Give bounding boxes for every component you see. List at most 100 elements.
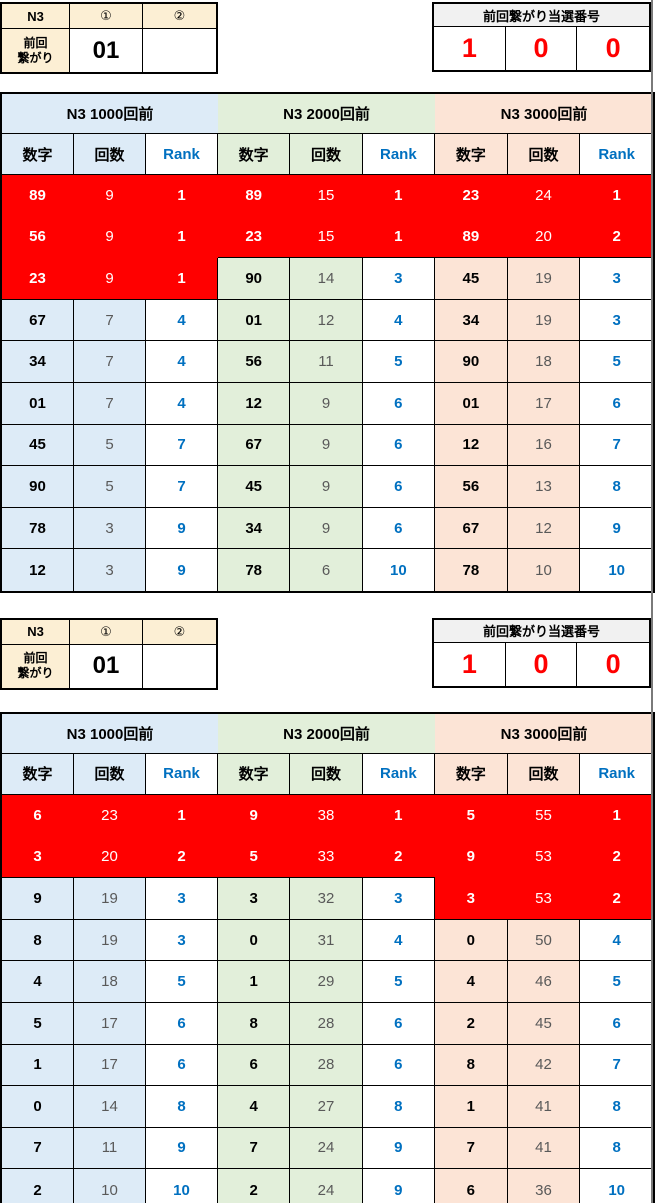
cell-num[interactable]: 45 — [435, 258, 508, 299]
cell-num[interactable]: 5 — [435, 794, 508, 836]
cell-count[interactable]: 7 — [74, 299, 146, 341]
cell-count[interactable]: 24 — [507, 175, 581, 216]
cell-count[interactable]: 12 — [290, 299, 363, 341]
cell-count[interactable]: 53 — [507, 878, 581, 919]
header-rank[interactable]: Rank — [146, 134, 218, 174]
circle2-header-cell[interactable]: ② — [143, 4, 216, 29]
cell-count[interactable]: 20 — [74, 836, 146, 878]
cell-num[interactable]: 9 — [218, 794, 291, 836]
circle2-header-cell[interactable]: ② — [143, 619, 216, 645]
cell-num[interactable]: 0 — [435, 919, 508, 961]
cell-rank[interactable]: 4 — [362, 299, 435, 341]
header-rank[interactable]: Rank — [580, 134, 653, 174]
cell-count[interactable]: 9 — [290, 507, 363, 549]
cell-count[interactable]: 45 — [507, 1002, 581, 1044]
cell-num[interactable]: 12 — [435, 424, 508, 466]
cell-num[interactable]: 9 — [2, 878, 74, 919]
cell-count[interactable]: 18 — [507, 341, 581, 382]
cell-rank[interactable]: 10 — [146, 1169, 218, 1203]
cell-num[interactable]: 56 — [435, 466, 508, 507]
cell-rank[interactable]: 7 — [580, 1044, 653, 1086]
cell-rank[interactable]: 5 — [146, 961, 218, 1002]
cell-rank[interactable]: 3 — [362, 878, 435, 919]
cell-rank[interactable]: 4 — [362, 919, 435, 961]
header-rank[interactable]: Rank — [146, 753, 218, 794]
previous-link-label-cell[interactable]: 前回 繋がり — [2, 644, 70, 688]
cell-count[interactable]: 20 — [507, 216, 581, 258]
cell-rank[interactable]: 5 — [580, 341, 653, 382]
winning-digit-1-cell[interactable]: 1 — [434, 642, 506, 686]
cell-rank[interactable]: 8 — [580, 1086, 653, 1127]
table-title[interactable]: N3 2000回前 — [218, 713, 436, 754]
cell-num[interactable]: 3 — [218, 878, 291, 919]
cell-rank[interactable]: 1 — [580, 175, 653, 216]
cell-count[interactable]: 5 — [74, 466, 146, 507]
cell-rank[interactable]: 2 — [580, 836, 653, 878]
cell-num[interactable]: 3 — [435, 878, 508, 919]
cell-count[interactable]: 9 — [74, 258, 146, 299]
cell-num[interactable]: 8 — [218, 1002, 291, 1044]
cell-count[interactable]: 15 — [290, 175, 363, 216]
cell-rank[interactable]: 8 — [146, 1086, 218, 1127]
cell-count[interactable]: 38 — [290, 794, 363, 836]
cell-num[interactable]: 01 — [218, 299, 291, 341]
cell-count[interactable]: 36 — [507, 1169, 581, 1203]
cell-rank[interactable]: 5 — [362, 961, 435, 1002]
cell-rank[interactable]: 10 — [580, 549, 653, 591]
header-count[interactable]: 回数 — [74, 134, 146, 174]
cell-count[interactable]: 7 — [74, 341, 146, 382]
cell-count[interactable]: 33 — [290, 836, 363, 878]
cell-rank[interactable]: 7 — [580, 424, 653, 466]
cell-rank[interactable]: 6 — [362, 382, 435, 424]
cell-rank[interactable]: 10 — [362, 549, 435, 591]
cell-count[interactable]: 9 — [290, 424, 363, 466]
cell-num[interactable]: 9 — [435, 836, 508, 878]
table-title[interactable]: N3 3000回前 — [435, 713, 653, 754]
cell-count[interactable]: 10 — [74, 1169, 146, 1203]
header-num[interactable]: 数字 — [435, 753, 508, 794]
cell-num[interactable]: 12 — [2, 549, 74, 591]
winning-digit-3-cell[interactable]: 0 — [605, 648, 621, 679]
cell-rank[interactable]: 4 — [146, 299, 218, 341]
cell-rank[interactable]: 6 — [362, 507, 435, 549]
cell-count[interactable]: 7 — [74, 382, 146, 424]
cell-num[interactable]: 2 — [435, 1002, 508, 1044]
cell-rank[interactable]: 2 — [580, 878, 653, 919]
cell-rank[interactable]: 5 — [362, 341, 435, 382]
previous-link-value1-cell[interactable]: 01 — [70, 644, 143, 688]
cell-rank[interactable]: 3 — [362, 258, 435, 299]
cell-rank[interactable]: 8 — [580, 466, 653, 507]
previous-link-value1-cell[interactable]: 01 — [70, 29, 143, 72]
winning-digit-3-cell[interactable]: 0 — [605, 33, 621, 63]
cell-num[interactable]: 6 — [2, 794, 74, 836]
cell-num[interactable]: 2 — [218, 1169, 291, 1203]
cell-num[interactable]: 34 — [218, 507, 291, 549]
cell-rank[interactable]: 6 — [146, 1002, 218, 1044]
cell-num[interactable]: 7 — [435, 1127, 508, 1169]
cell-rank[interactable]: 7 — [146, 466, 218, 507]
cell-num[interactable]: 4 — [435, 961, 508, 1002]
header-num[interactable]: 数字 — [435, 134, 508, 174]
cell-num[interactable]: 34 — [2, 341, 74, 382]
winning-number-title[interactable]: 前回繋がり当選番号 — [434, 4, 649, 27]
cell-rank[interactable]: 1 — [146, 175, 218, 216]
cell-rank[interactable]: 1 — [362, 175, 435, 216]
previous-link-value2-cell[interactable] — [143, 29, 216, 72]
cell-num[interactable]: 0 — [218, 919, 291, 961]
cell-count[interactable]: 10 — [507, 549, 581, 591]
cell-count[interactable]: 15 — [290, 216, 363, 258]
cell-rank[interactable]: 9 — [580, 507, 653, 549]
cell-num[interactable]: 90 — [2, 466, 74, 507]
cell-num[interactable]: 78 — [2, 507, 74, 549]
cell-rank[interactable]: 3 — [580, 258, 653, 299]
cell-rank[interactable]: 2 — [146, 836, 218, 878]
cell-count[interactable]: 5 — [74, 424, 146, 466]
cell-count[interactable]: 17 — [74, 1002, 146, 1044]
cell-count[interactable]: 31 — [290, 919, 363, 961]
cell-count[interactable]: 19 — [74, 919, 146, 961]
cell-num[interactable]: 1 — [218, 961, 291, 1002]
cell-num[interactable]: 4 — [218, 1086, 291, 1127]
winning-digit-2-cell[interactable]: 0 — [506, 642, 578, 686]
table-title[interactable]: N3 3000回前 — [435, 94, 653, 134]
cell-num[interactable]: 1 — [435, 1086, 508, 1127]
